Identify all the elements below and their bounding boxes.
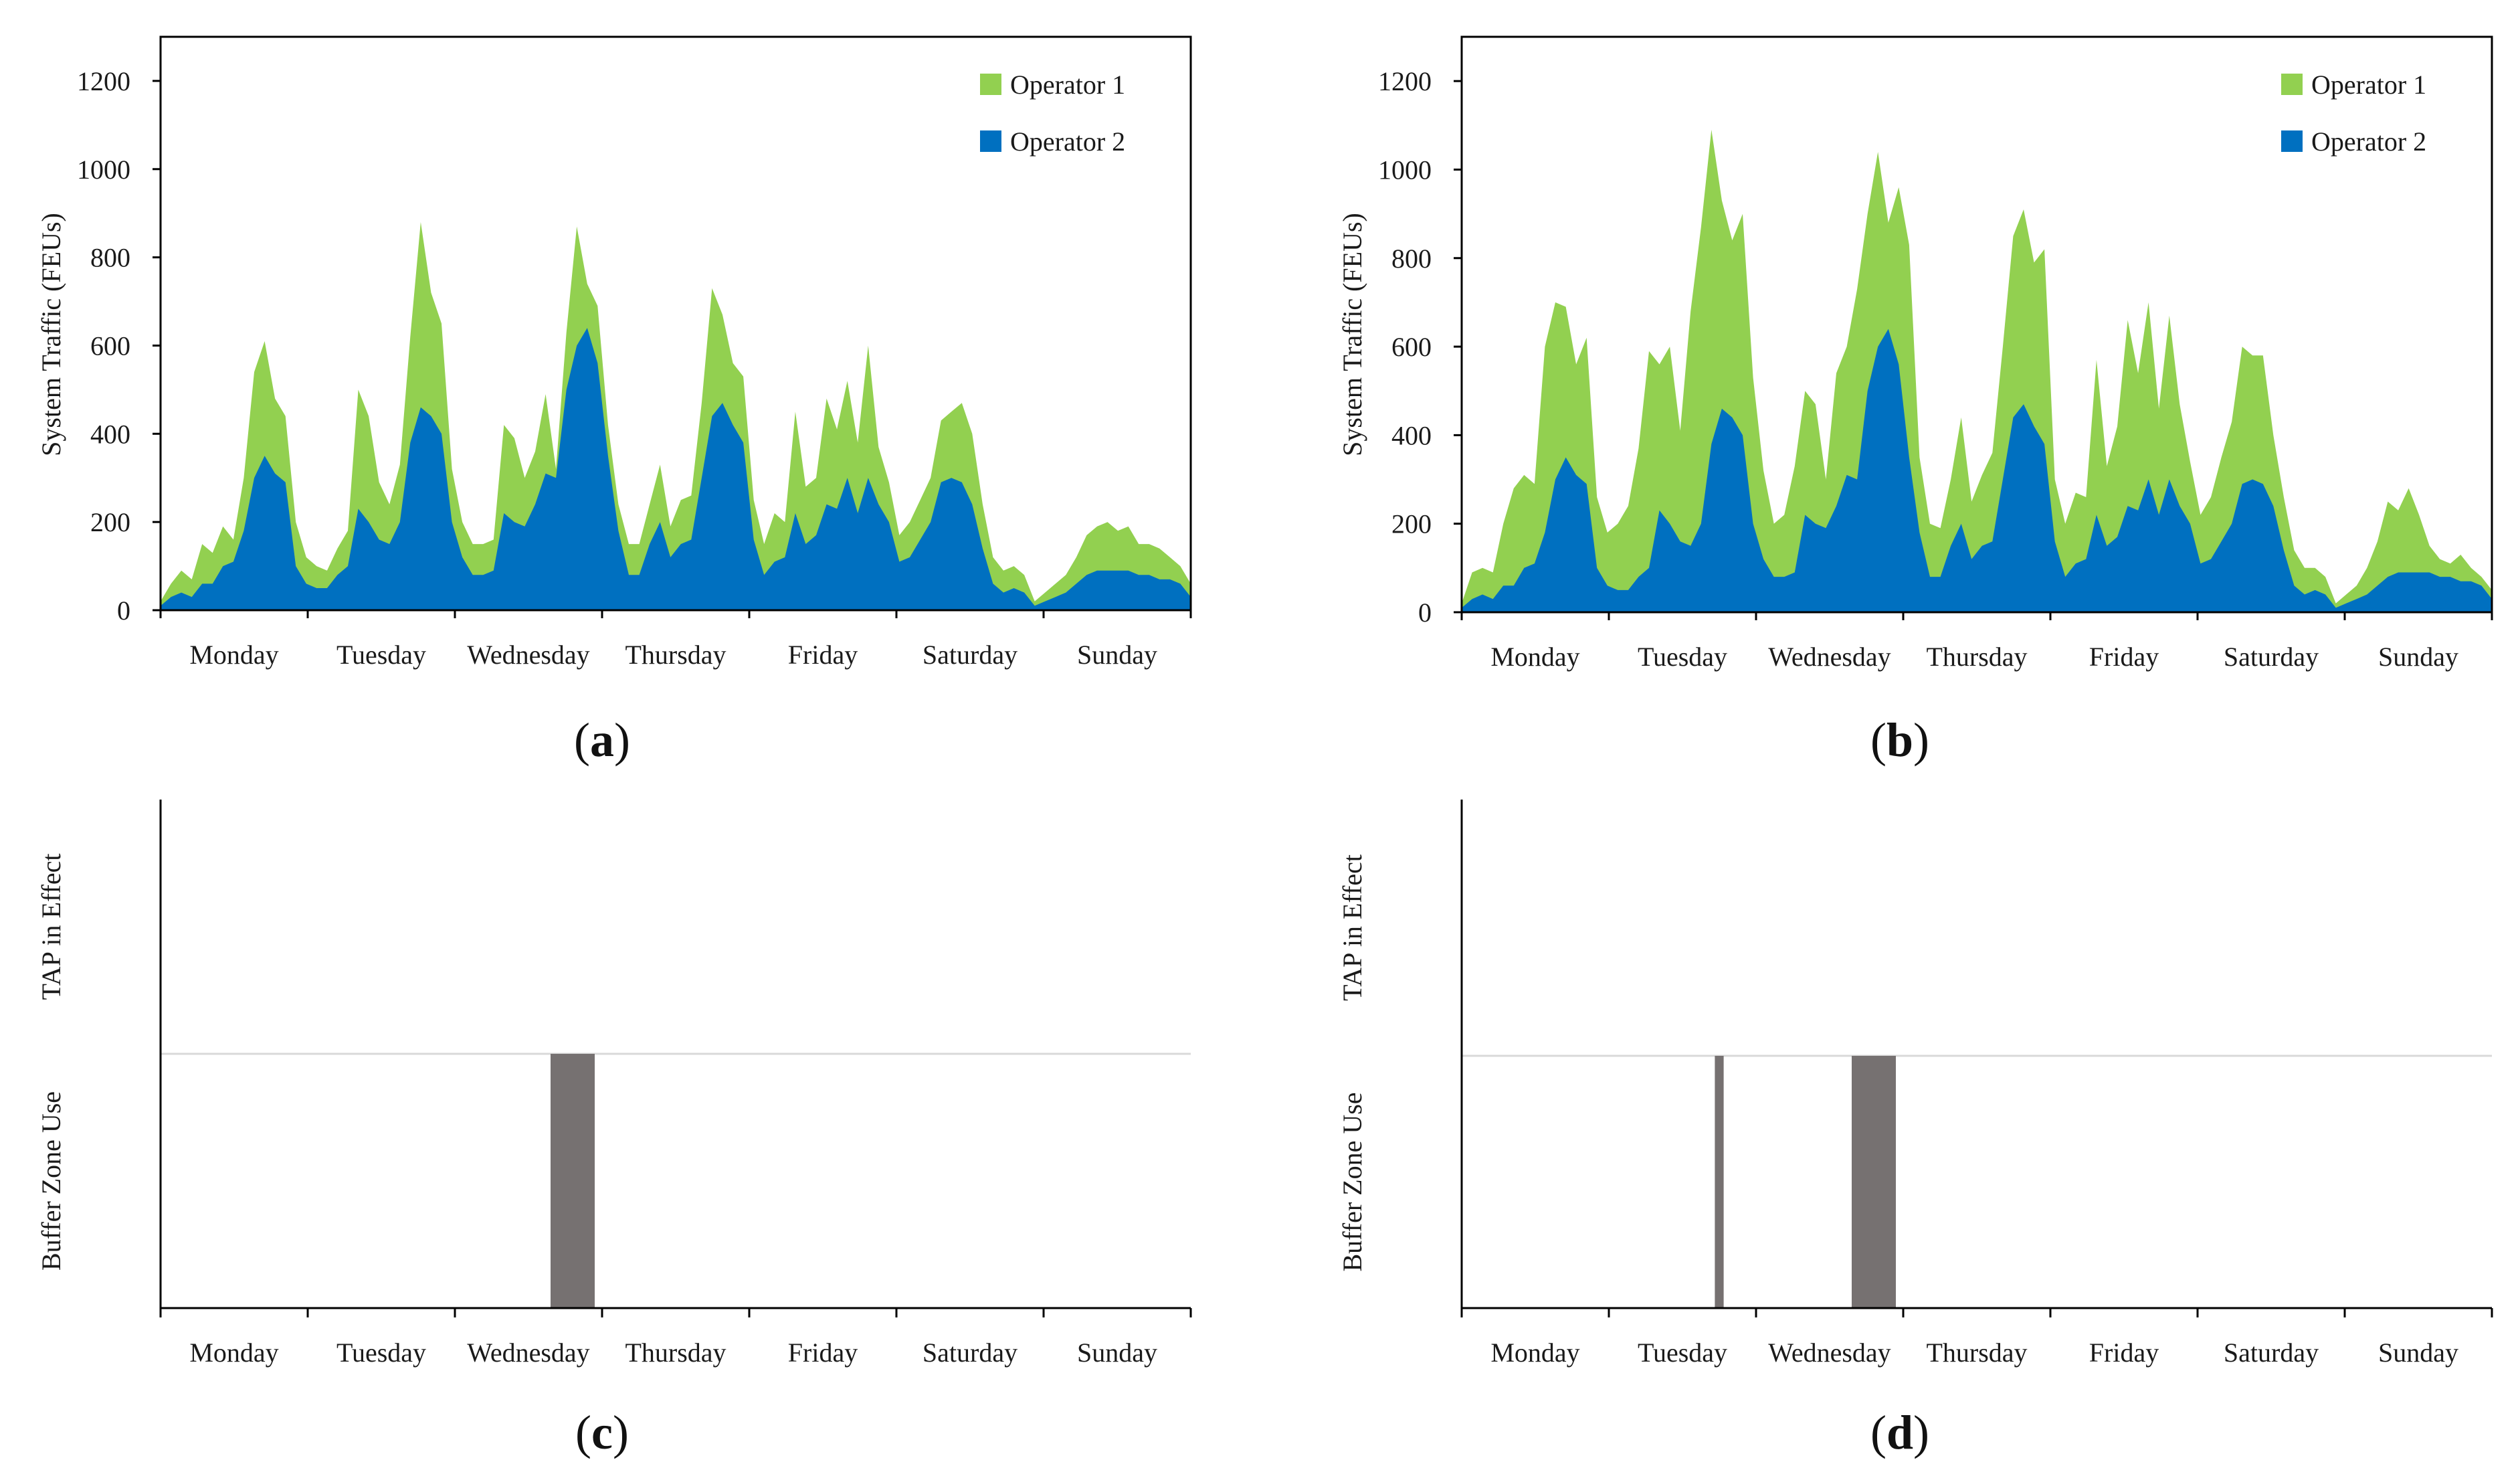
chart-panel-c: Monday Tuesday Wednesday Thursday Friday Satu… bbox=[36, 800, 1192, 1459]
series-area-operator-1 bbox=[1462, 129, 2492, 612]
plot-frame bbox=[1460, 35, 2493, 614]
panel-label-open: ( bbox=[1870, 713, 1886, 767]
panel-label: (d) bbox=[1870, 1406, 1929, 1459]
panel-label-letter: c bbox=[591, 1406, 613, 1459]
y-tick-label: 1200 bbox=[1378, 66, 1432, 96]
y-label-tap-in-effect: TAP in Effect bbox=[1337, 854, 1367, 1001]
panel-label-close: ) bbox=[1913, 713, 1929, 767]
y-tick-label: 600 bbox=[90, 331, 130, 361]
chart-panel-a: 0 200 400 600 800 1000 1200 Monday Tuesday Wednes… bbox=[36, 35, 1192, 767]
y-tick-label: 1000 bbox=[77, 155, 130, 185]
buffer-zone-bar bbox=[551, 1054, 595, 1308]
x-tick-label: Thursday bbox=[625, 1338, 726, 1368]
x-tick-label: Tuesday bbox=[336, 640, 426, 670]
y-axis-title: System Traffic (FEUs) bbox=[1337, 213, 1367, 456]
x-tick-label: Saturday bbox=[923, 640, 1017, 670]
legend-entry: Operator 1 bbox=[1010, 70, 1125, 100]
y-tick-label: 800 bbox=[90, 243, 130, 273]
x-tick-label: Monday bbox=[189, 1338, 278, 1368]
panel-label: (a) bbox=[574, 713, 630, 767]
panel-label-open: ( bbox=[574, 713, 590, 767]
x-tick-label: Friday bbox=[788, 640, 858, 670]
x-tick-label: Friday bbox=[788, 1338, 858, 1368]
y-tick-label: 800 bbox=[1391, 244, 1432, 274]
series-area-operator-2 bbox=[1462, 329, 2492, 612]
x-tick-label: Monday bbox=[1490, 1338, 1579, 1368]
plot-frame bbox=[159, 35, 1192, 612]
panel-label: (c) bbox=[575, 1406, 629, 1459]
x-tick-label: Saturday bbox=[2224, 1338, 2319, 1368]
legend-entry: Operator 2 bbox=[1010, 126, 1125, 157]
series-area-operator-2 bbox=[161, 328, 1191, 610]
y-tick-label: 600 bbox=[1391, 332, 1432, 362]
y-label-buffer-zone-use: Buffer Zone Use bbox=[36, 1091, 66, 1271]
y-tick-label: 400 bbox=[1391, 420, 1432, 450]
x-tick-label: Thursday bbox=[1926, 1338, 2027, 1368]
x-tick-label: Monday bbox=[1490, 642, 1579, 672]
x-tick-label: Friday bbox=[2089, 1338, 2159, 1368]
legend-swatch bbox=[980, 74, 1001, 95]
y-tick-label: 1000 bbox=[1378, 155, 1432, 185]
x-tick-label: Tuesday bbox=[336, 1338, 426, 1368]
legend-swatch bbox=[980, 130, 1001, 152]
x-tick-label: Wednesday bbox=[1768, 642, 1891, 672]
y-tick-label: 1200 bbox=[77, 66, 130, 96]
y-tick-label: 0 bbox=[1418, 597, 1432, 628]
y-tick-label: 400 bbox=[90, 419, 130, 449]
panel-label-close: ) bbox=[613, 1406, 629, 1459]
legend-swatch bbox=[2281, 74, 2303, 95]
y-axis-title: System Traffic (FEUs) bbox=[36, 213, 66, 456]
panel-label-open: ( bbox=[575, 1406, 591, 1459]
x-tick-label: Tuesday bbox=[1638, 642, 1727, 672]
x-tick-label: Thursday bbox=[1926, 642, 2027, 672]
buffer-zone-bar bbox=[1852, 1056, 1896, 1308]
x-tick-label: Monday bbox=[189, 640, 278, 670]
y-tick-label: 200 bbox=[1391, 509, 1432, 539]
y-tick-label: 0 bbox=[117, 595, 130, 626]
x-tick-label: Sunday bbox=[1077, 640, 1157, 670]
legend-entry: Operator 2 bbox=[2311, 126, 2426, 157]
panel-label: (b) bbox=[1870, 713, 1929, 767]
y-label-tap-in-effect: TAP in Effect bbox=[36, 854, 66, 1000]
chart-panel-d: Monday Tuesday Wednesday Thursday Friday Satu… bbox=[1337, 800, 2493, 1459]
x-tick-label: Friday bbox=[2089, 642, 2159, 672]
panel-label-open: ( bbox=[1870, 1406, 1886, 1459]
buffer-zone-bar bbox=[1715, 1056, 1724, 1308]
x-tick-label: Saturday bbox=[923, 1338, 1017, 1368]
chart-panel-b: 0 200 400 600 800 1000 1200 Monday Tuesday Wednes… bbox=[1337, 35, 2493, 767]
x-tick-label: Wednesday bbox=[467, 1338, 589, 1368]
x-tick-label: Tuesday bbox=[1638, 1338, 1727, 1368]
panel-label-letter: a bbox=[590, 713, 614, 767]
x-tick-label: Sunday bbox=[1077, 1338, 1157, 1368]
x-tick-label: Saturday bbox=[2224, 642, 2319, 672]
x-tick-label: Thursday bbox=[625, 640, 726, 670]
legend-entry: Operator 1 bbox=[2311, 70, 2426, 100]
x-tick-label: Sunday bbox=[2378, 1338, 2458, 1368]
legend-swatch bbox=[2281, 130, 2303, 152]
x-tick-label: Sunday bbox=[2378, 642, 2458, 672]
panel-label-letter: b bbox=[1886, 713, 1913, 767]
panel-label-close: ) bbox=[614, 713, 630, 767]
y-label-buffer-zone-use: Buffer Zone Use bbox=[1337, 1092, 1367, 1271]
x-tick-label: Wednesday bbox=[1768, 1338, 1891, 1368]
y-tick-label: 200 bbox=[90, 507, 130, 537]
panel-label-letter: d bbox=[1886, 1406, 1913, 1459]
panel-label-close: ) bbox=[1913, 1406, 1929, 1459]
x-tick-label: Wednesday bbox=[467, 640, 589, 670]
